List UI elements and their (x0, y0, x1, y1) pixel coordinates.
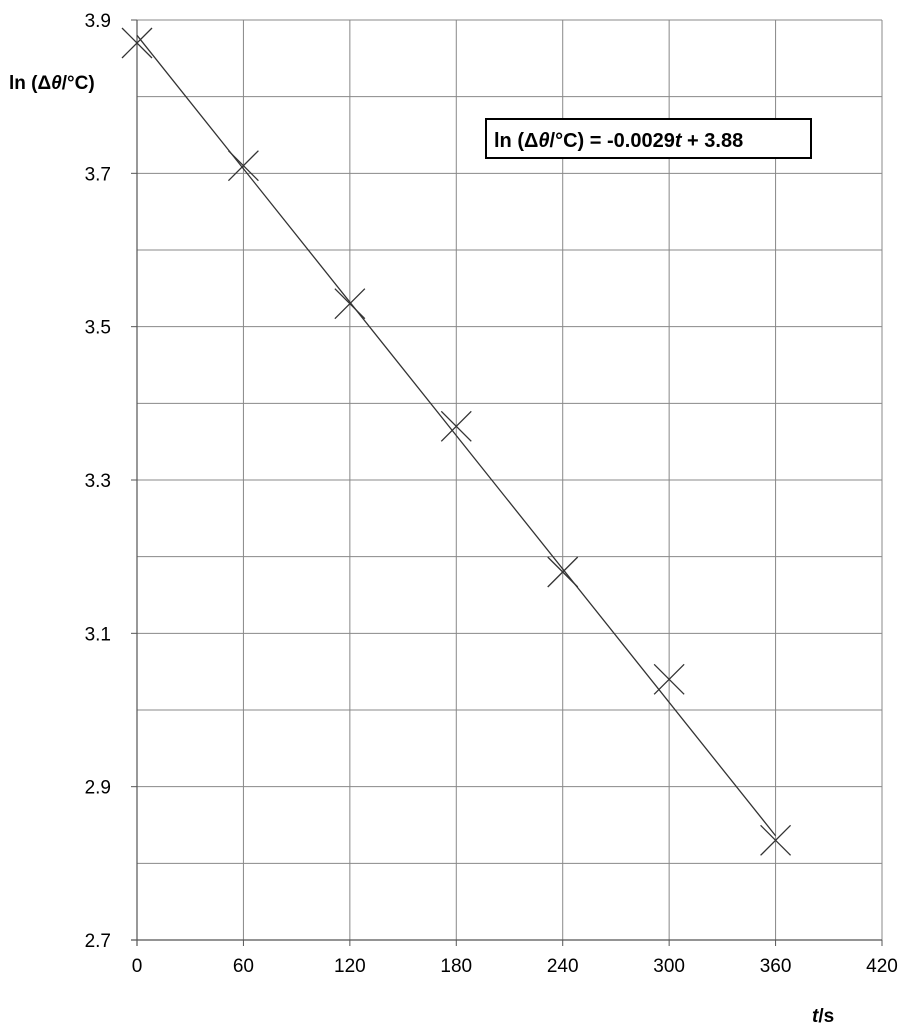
x-tick-label: 0 (132, 956, 143, 977)
y-tick-label: 3.3 (85, 471, 111, 492)
y-tick-label: 3.1 (85, 624, 111, 645)
y-tick-label: 3.7 (85, 164, 111, 185)
tick-labels: 2.7 2.9 3.1 3.3 3.5 3.7 3.9 0 60 120 180 240 300 360 4… (85, 11, 898, 977)
y-tick-label: 3.5 (85, 318, 111, 339)
x-tick-label: 300 (653, 956, 685, 977)
x-tick-label: 360 (760, 956, 792, 977)
x-tick-label: 120 (334, 956, 366, 977)
data-point (760, 824, 792, 856)
data-point (653, 663, 685, 695)
y-tick-label: 2.7 (85, 931, 111, 952)
data-point (547, 556, 579, 588)
trendline-layer (136, 34, 777, 837)
x-tick-label: 180 (440, 956, 472, 977)
data-point (227, 150, 259, 182)
equation-box: ln (Δθ/°C) = -0.0029t + 3.88 (485, 118, 812, 159)
x-tick-label: 240 (547, 956, 579, 977)
equation-frame (485, 118, 812, 159)
equation-text: ln (Δθ/°C) = -0.0029t + 3.88 (494, 130, 743, 152)
x-tick-label: 420 (866, 956, 898, 977)
data-point (334, 288, 366, 320)
y-tick-label: 3.9 (85, 11, 111, 32)
trendline (136, 34, 777, 837)
y-axis-title: ln (Δθ/°C) (9, 73, 95, 94)
data-points (121, 27, 792, 856)
x-tick-label: 60 (233, 956, 254, 977)
axes (131, 19, 883, 946)
data-point (440, 410, 472, 442)
y-tick-label: 2.9 (85, 778, 111, 799)
data-point (121, 27, 153, 59)
x-axis-title: t/s (812, 1006, 834, 1027)
